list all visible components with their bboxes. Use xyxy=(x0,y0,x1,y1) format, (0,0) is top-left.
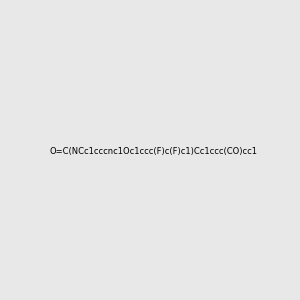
Text: O=C(NCc1cccnc1Oc1ccc(F)c(F)c1)Cc1ccc(CO)cc1: O=C(NCc1cccnc1Oc1ccc(F)c(F)c1)Cc1ccc(CO)… xyxy=(50,147,258,156)
